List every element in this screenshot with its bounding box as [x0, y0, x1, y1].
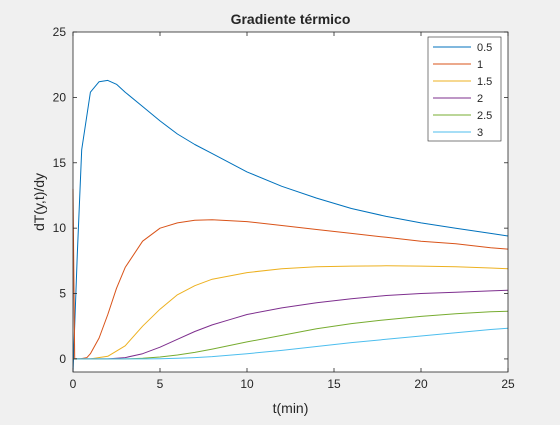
x-tick-label: 20 — [414, 377, 428, 391]
series-line-1 — [72, 79, 509, 373]
legend-label-5: 2.5 — [477, 110, 492, 122]
series-line-3 — [73, 265, 509, 360]
y-tick-label: 5 — [59, 287, 66, 301]
y-tick-label: 0 — [59, 352, 66, 366]
y-tick-label: 20 — [53, 90, 67, 104]
tick-layer: 0 5 10 15 20 25 0 5 10 15 20 25 — [53, 25, 515, 391]
y-tick-label: 25 — [53, 25, 67, 39]
x-tick-label: 0 — [70, 377, 77, 391]
x-axis-label: t(min) — [273, 400, 309, 416]
x-tick-label: 10 — [240, 377, 254, 391]
series-line-4 — [73, 289, 509, 360]
series-line-6 — [73, 327, 509, 360]
series-line-5 — [73, 310, 509, 360]
x-tick-label: 5 — [157, 377, 164, 391]
legend-label-3: 1.5 — [477, 76, 492, 88]
series-line-2 — [72, 188, 509, 360]
series-layer — [72, 79, 509, 373]
legend-label-2: 1 — [477, 59, 483, 71]
axes-box — [72, 31, 509, 373]
legend-label-4: 2 — [477, 93, 483, 105]
y-tick-label: 10 — [53, 221, 67, 235]
legend: 0.5 1 1.5 2 2.5 3 — [427, 36, 502, 142]
legend-box — [427, 36, 502, 142]
x-tick-label: 15 — [327, 377, 341, 391]
legend-label-1: 0.5 — [477, 42, 492, 54]
chart-title: Gradiente térmico — [231, 11, 351, 27]
y-axis-label: dT(y,t)/dy — [31, 173, 47, 231]
x-tick-label: 25 — [501, 377, 515, 391]
legend-label-6: 3 — [477, 127, 483, 139]
y-tick-label: 15 — [53, 156, 67, 170]
